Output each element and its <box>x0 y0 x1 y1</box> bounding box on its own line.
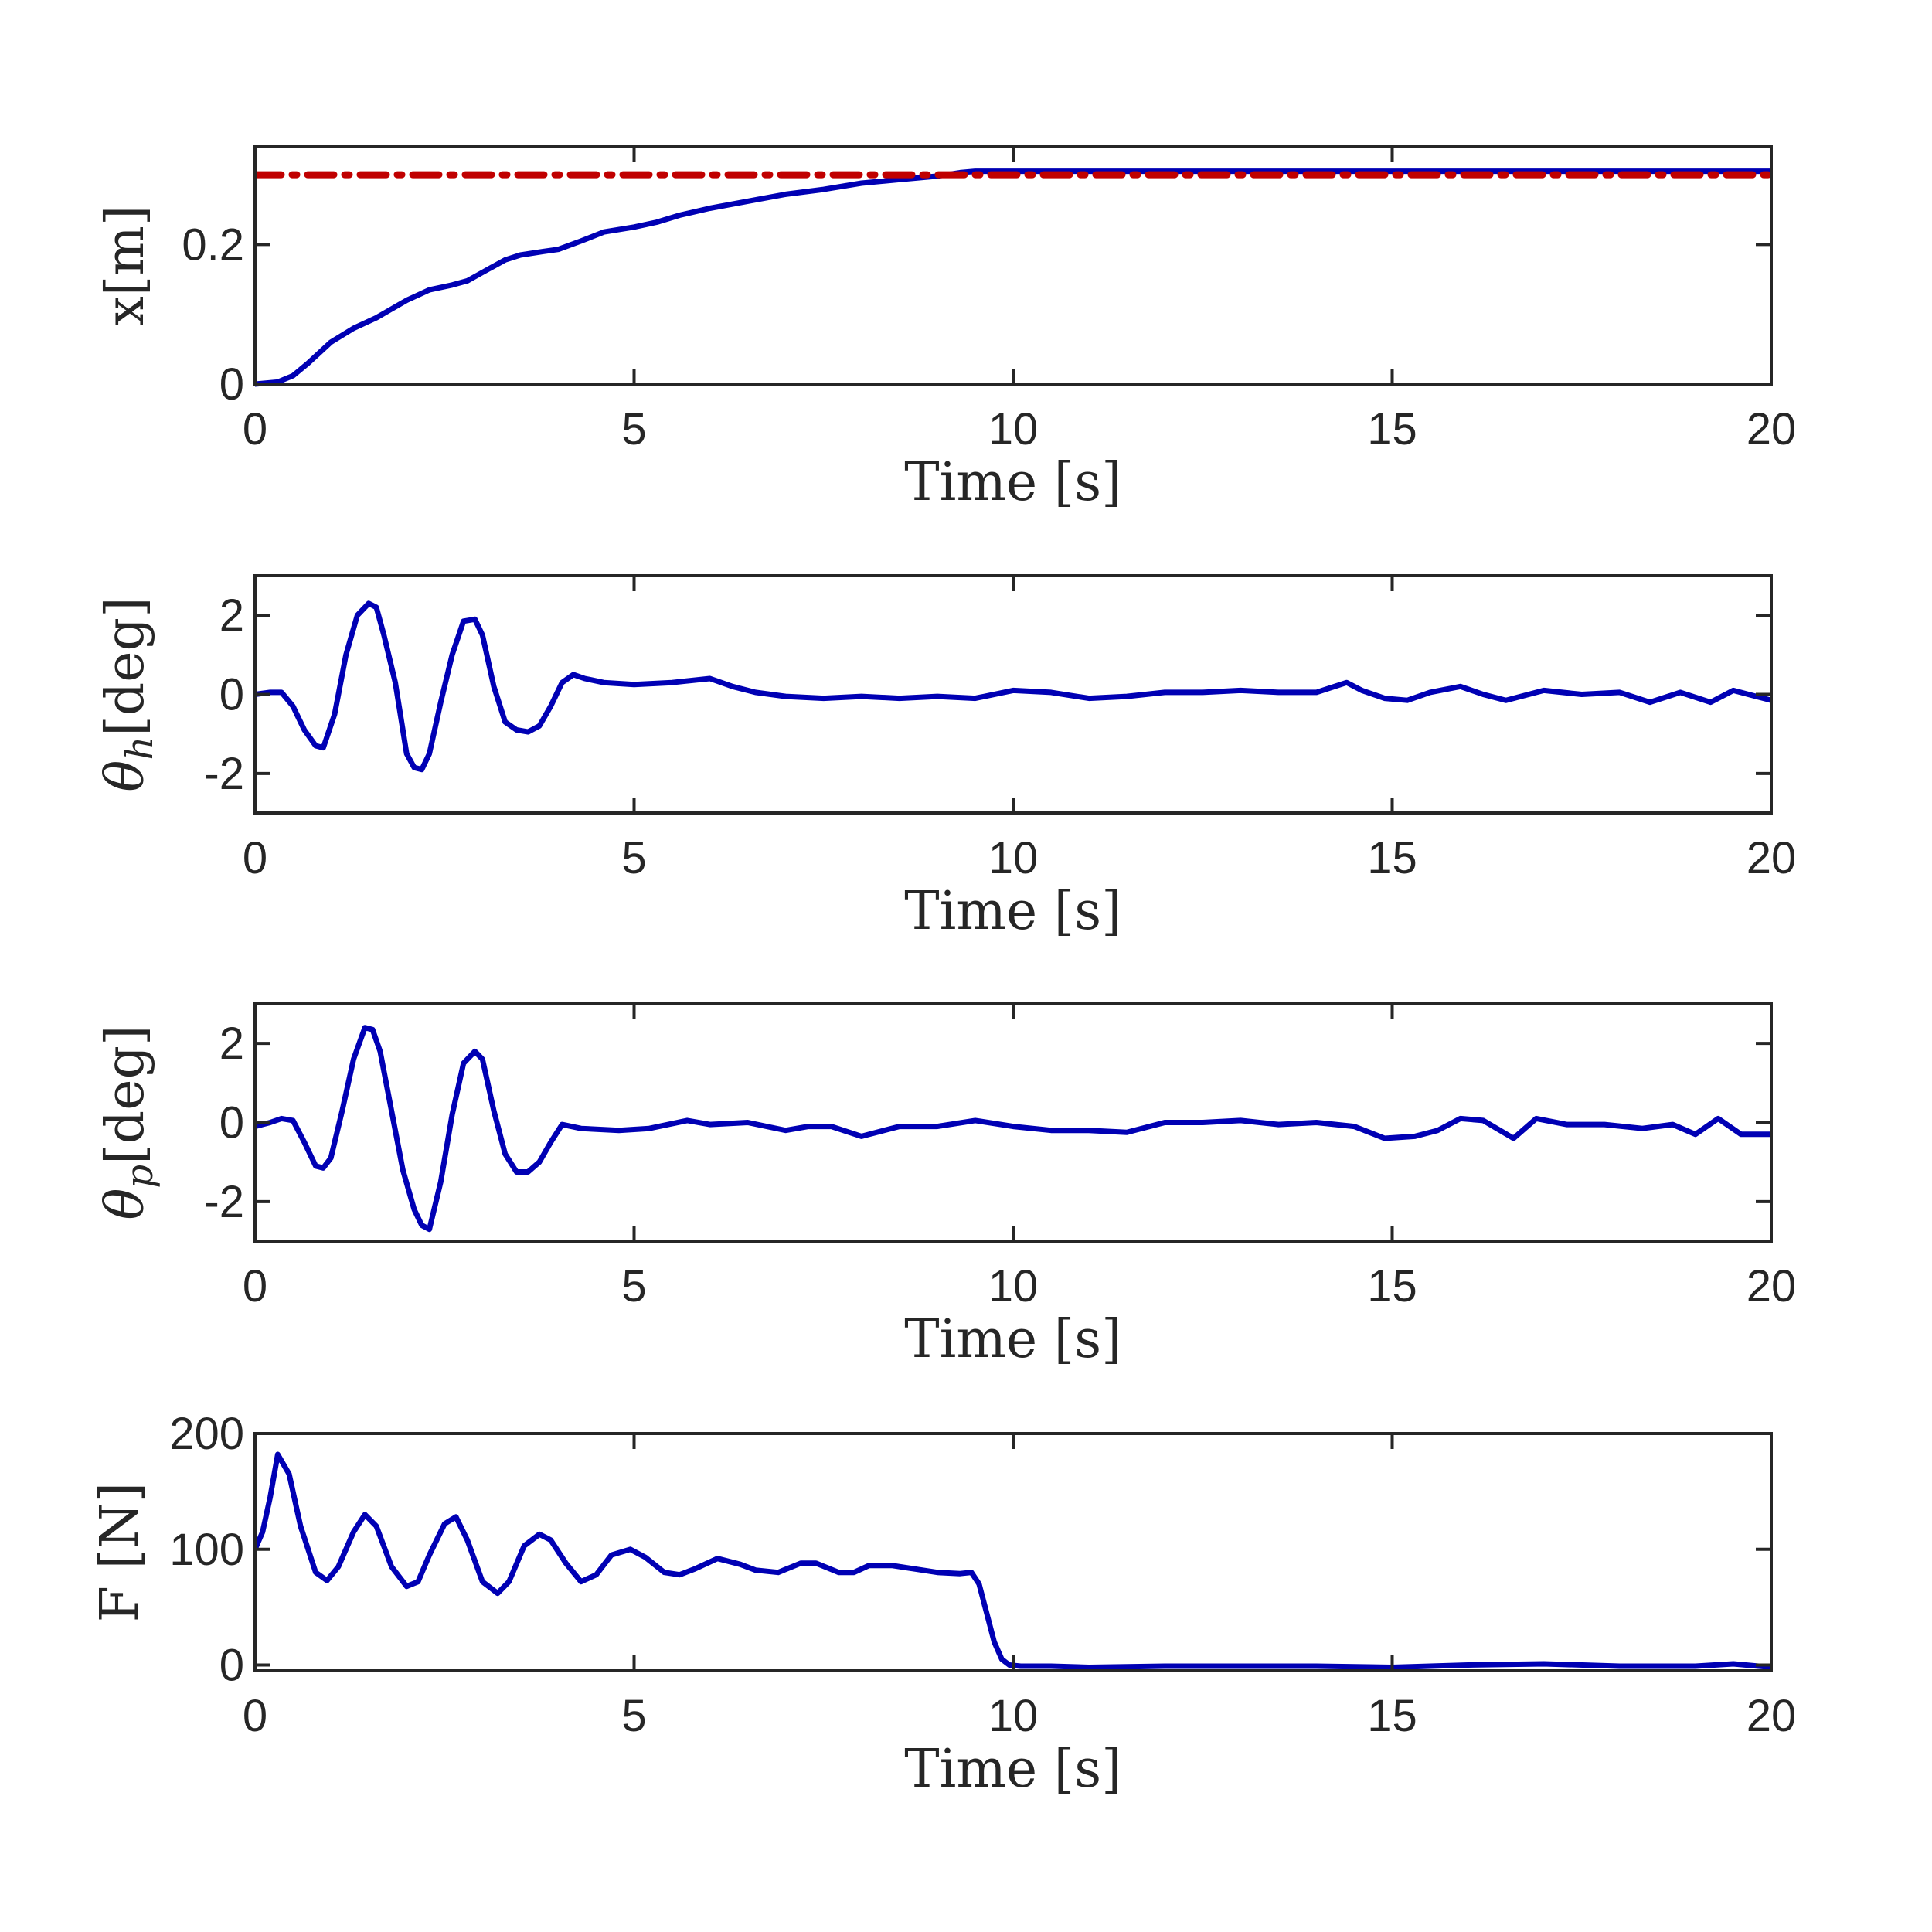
series-line-force-response <box>255 1451 1771 1670</box>
x-tick-label: 20 <box>1747 1261 1797 1311</box>
x-tick-label: 0 <box>243 1691 267 1741</box>
y-tick-label: 0 <box>219 670 244 720</box>
x-tick-label: 20 <box>1747 833 1797 883</box>
series-line-position-response <box>255 168 1771 387</box>
x-axis-label-force: Time [s] <box>904 1739 1121 1800</box>
plot-area-theta-h <box>255 600 1771 773</box>
y-axis-label-force: F [N] <box>90 1482 151 1622</box>
x-axis-label-position: Time [s] <box>904 452 1121 513</box>
y-tick-label: -2 <box>204 1177 244 1227</box>
plot-area-position <box>255 168 1771 387</box>
y-axis-subscript-theta-h: h <box>118 736 162 760</box>
plot-area-theta-p <box>255 1025 1771 1233</box>
x-axis-label-theta-p: Time [s] <box>904 1309 1121 1370</box>
x-tick-label: 10 <box>988 1261 1039 1311</box>
panel-theta-h: 0 5 10 15 20 -2 0 2 Time [s] θh[deg] <box>95 574 1796 942</box>
y-axis-symbol-theta-p: θ <box>95 1189 156 1220</box>
x-tick-label: 20 <box>1747 1691 1797 1741</box>
x-tick-label: 15 <box>1367 404 1417 454</box>
series-line-theta-h-response <box>255 600 1771 773</box>
y-tick-label: 0 <box>219 359 244 410</box>
x-tick-label: 10 <box>988 833 1039 883</box>
y-axis-symbol-theta-h: θ <box>95 760 156 792</box>
x-tick-label: 15 <box>1367 1261 1417 1311</box>
x-tick-label: 5 <box>621 833 646 883</box>
x-tick-label: 0 <box>243 833 267 883</box>
y-tick-label: 100 <box>169 1525 244 1575</box>
x-tick-label: 5 <box>621 404 646 454</box>
x-tick-label: 15 <box>1367 833 1417 883</box>
x-tick-label: 10 <box>988 404 1039 454</box>
y-axis-label-position: x[m] <box>95 206 156 326</box>
axes-box-position <box>253 145 1773 386</box>
x-tick-label: 0 <box>243 404 267 454</box>
y-tick-label: -2 <box>204 749 244 799</box>
x-tick-label: 5 <box>621 1691 646 1741</box>
y-axis-unit-theta-h: [deg] <box>95 597 156 736</box>
y-tick-label: 0 <box>219 1098 244 1148</box>
y-axis-subscript-theta-p: p <box>118 1165 162 1189</box>
y-tick-label: 2 <box>219 1019 244 1069</box>
y-tick-label: 0.2 <box>182 219 244 270</box>
ticks-position: 0 5 10 15 20 0 0.2 <box>182 147 1796 454</box>
x-tick-label: 10 <box>988 1691 1039 1741</box>
plot-area-force <box>255 1451 1771 1670</box>
x-axis-label-theta-h: Time [s] <box>904 881 1121 942</box>
ticks-theta-p: 0 5 10 15 20 -2 0 2 <box>204 1004 1796 1311</box>
x-tick-label: 15 <box>1367 1691 1417 1741</box>
axes-box-theta-h <box>253 574 1773 815</box>
y-axis-label-theta-h: θh[deg] <box>95 597 162 791</box>
panel-position: 0 5 10 15 20 0 0.2 Time [s] x[m] <box>95 145 1796 513</box>
axes-box-force <box>253 1432 1773 1672</box>
panel-theta-p: 0 5 10 15 20 -2 0 2 Time [s] θp[deg] <box>95 1002 1796 1370</box>
series-line-theta-p-response <box>255 1025 1771 1233</box>
y-tick-label: 0 <box>219 1641 244 1691</box>
y-tick-label: 200 <box>169 1409 244 1459</box>
y-axis-label-theta-p: θp[deg] <box>95 1025 162 1219</box>
y-tick-label: 2 <box>219 590 244 641</box>
x-tick-label: 20 <box>1747 404 1797 454</box>
y-axis-unit-theta-p: [deg] <box>95 1025 156 1164</box>
ticks-theta-h: 0 5 10 15 20 -2 0 2 <box>204 576 1796 883</box>
x-tick-label: 5 <box>621 1261 646 1311</box>
x-tick-label: 0 <box>243 1261 267 1311</box>
